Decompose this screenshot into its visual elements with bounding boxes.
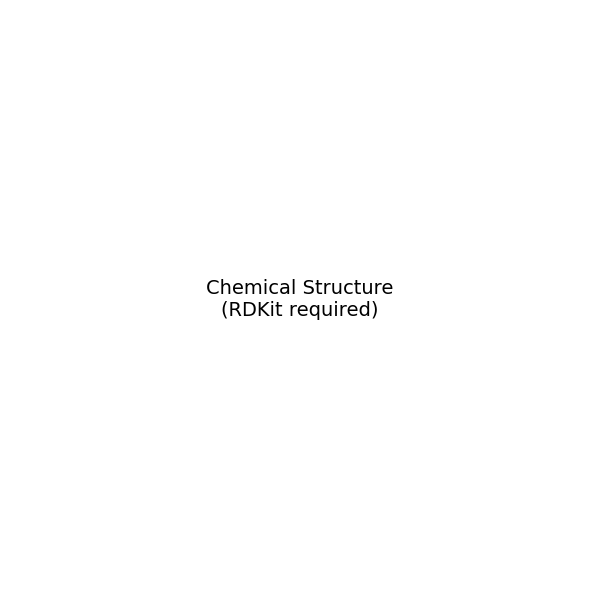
Text: Chemical Structure
(RDKit required): Chemical Structure (RDKit required) (206, 280, 394, 320)
